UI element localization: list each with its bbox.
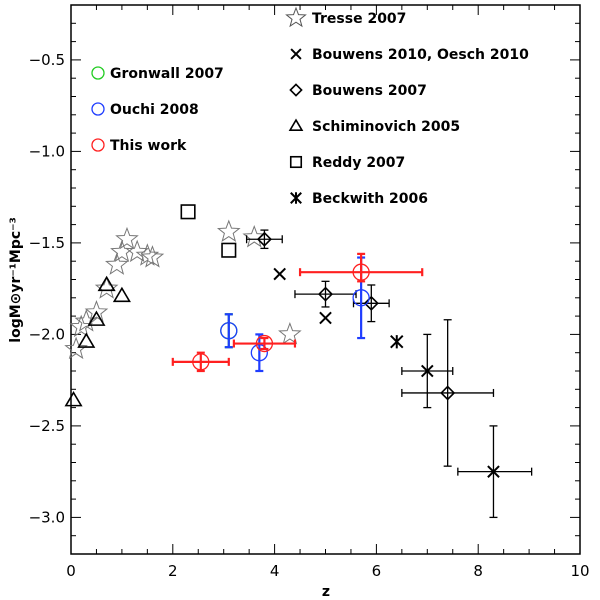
series-reddy-2007	[180, 204, 237, 258]
tresse-2007-point	[84, 300, 109, 323]
legend-label-bouwens-2007: Bouwens 2007	[312, 83, 427, 99]
series-this-work	[171, 252, 424, 373]
ouchi-2008-point	[220, 322, 238, 340]
x-tick-label: 8	[473, 562, 483, 580]
schiminovich-2005-point	[87, 310, 106, 326]
series-bouwens-2007	[245, 229, 495, 467]
tresse-2007-point	[140, 245, 165, 268]
schiminovich-2005-point	[112, 286, 131, 303]
tick-labels: 0 2 4 6 8 10 −3.0 −2.5 −2.0 −1.5 −1.0 −0.5	[29, 51, 590, 580]
axis-ticks	[70, 4, 581, 555]
legend-marker-reddy-2007	[289, 155, 303, 169]
tresse-2007-point	[64, 336, 88, 360]
tresse-2007-point	[94, 276, 119, 299]
x-axis-title: z	[322, 584, 330, 600]
legend: Tresse 2007 Bouwens 2010, Oesch 2010 Bouwe…	[91, 6, 529, 207]
legend-marker-ouchi-2008	[91, 102, 105, 116]
x-tick-label: 0	[66, 562, 76, 580]
ouchi-2008-point	[250, 344, 268, 362]
data-marks	[64, 204, 533, 519]
legend-label-tresse-2007: Tresse 2007	[312, 11, 406, 27]
tresse-2007-point	[216, 219, 241, 242]
legend-marker-schiminovich-2005	[288, 118, 304, 131]
y-tick-label: −0.5	[29, 51, 65, 69]
this-work-point	[255, 334, 274, 353]
legend-label-gronwall-2007: Gronwall 2007	[110, 66, 224, 82]
tresse-2007-point	[104, 252, 129, 275]
legend-label-reddy-2007: Reddy 2007	[312, 155, 405, 171]
series-bouwens-2010-oesch-2010	[273, 267, 533, 519]
x-tick-label: 2	[168, 562, 178, 580]
tresse-2007-point	[115, 226, 139, 250]
series-tresse-2007	[64, 219, 302, 360]
tresse-2007-point	[242, 224, 267, 248]
x-tick-label: 4	[270, 562, 280, 580]
this-work-point	[352, 263, 370, 281]
y-tick-label: −1.0	[29, 142, 65, 160]
legend-label-schiminovich-2005: Schiminovich 2005	[312, 119, 460, 135]
legend-marker-gronwall-2007	[91, 66, 105, 80]
beckwith-2006-point	[390, 335, 404, 349]
bouwens-2010-oesch-2010-point	[319, 311, 332, 325]
tresse-2007-point	[125, 239, 149, 263]
legend-label-bouwens-2010-oesch-2010: Bouwens 2010, Oesch 2010	[312, 47, 529, 63]
reddy-2007-point	[221, 242, 237, 258]
y-tick-label: −2.0	[29, 325, 65, 343]
legend-label-beckwith-2006: Beckwith 2006	[312, 191, 428, 207]
bouwens-2010-oesch-2010-point	[273, 267, 286, 281]
bouwens-2007-point	[363, 295, 379, 311]
bouwens-2007-point	[256, 231, 272, 247]
bouwens-2007-point	[440, 385, 456, 401]
legend-label-this-work: This work	[110, 138, 187, 154]
schiminovich-2005-point	[97, 275, 116, 292]
series-beckwith-2006	[390, 335, 404, 349]
legend-marker-bouwens-2007	[289, 83, 303, 97]
legend-marker-bouwens-2010-oesch-2010	[290, 48, 302, 60]
reddy-2007-point	[180, 204, 196, 220]
bouwens-2007-point	[317, 286, 334, 302]
legend-marker-tresse-2007	[285, 6, 307, 28]
schiminovich-2005-point	[64, 391, 83, 407]
legend-marker-this-work	[91, 138, 105, 152]
y-tick-label: −3.0	[29, 508, 65, 526]
series-ouchi-2008	[220, 256, 370, 373]
series-schiminovich-2005	[64, 275, 131, 407]
schiminovich-2005-point	[77, 332, 96, 348]
bouwens-2010-oesch-2010-point	[420, 364, 434, 378]
y-axis-title: logM⊙yr⁻¹Mpc⁻³	[8, 217, 24, 342]
x-tick-label: 10	[570, 562, 589, 580]
y-tick-label: −1.5	[29, 234, 65, 252]
x-tick-label: 6	[372, 562, 382, 580]
legend-marker-beckwith-2006	[290, 192, 302, 204]
y-tick-label: −2.5	[29, 417, 65, 435]
ouchi-2008-point	[352, 289, 370, 307]
tresse-2007-point	[278, 321, 302, 345]
legend-label-ouchi-2008: Ouchi 2008	[110, 102, 199, 118]
this-work-point	[192, 353, 210, 371]
bouwens-2010-oesch-2010-point	[487, 465, 500, 478]
